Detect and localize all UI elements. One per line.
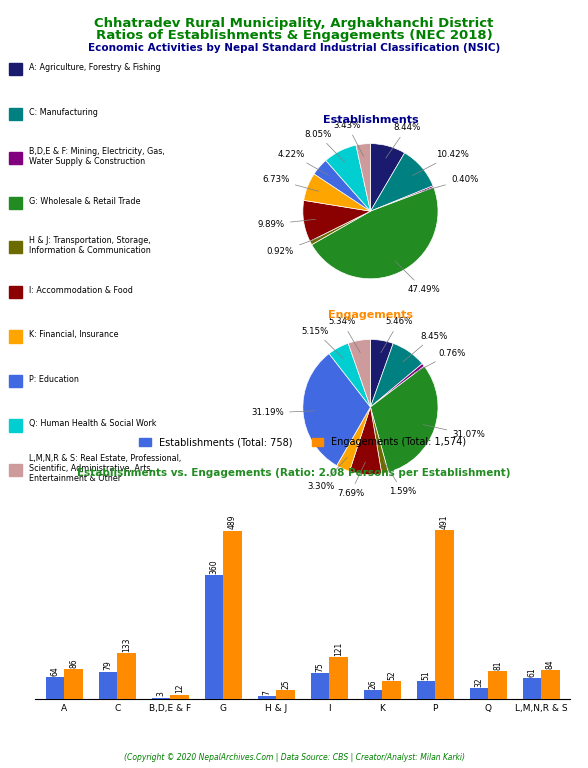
Wedge shape — [370, 343, 422, 407]
Text: 81: 81 — [493, 660, 502, 670]
Text: 360: 360 — [209, 559, 219, 574]
Wedge shape — [337, 407, 370, 472]
Bar — [118, 653, 136, 699]
Wedge shape — [370, 339, 393, 407]
Text: P: Education: P: Education — [29, 375, 79, 384]
Text: 8.05%: 8.05% — [304, 130, 345, 162]
Text: 8.44%: 8.44% — [386, 123, 420, 158]
Text: 133: 133 — [122, 637, 131, 652]
Text: L,M,N,R & S: Real Estate, Professional,
Scientific, Administrative, Arts,
Entert: L,M,N,R & S: Real Estate, Professional, … — [29, 454, 181, 483]
Text: 0.76%: 0.76% — [414, 349, 466, 373]
Bar — [382, 681, 401, 699]
Text: 7: 7 — [263, 690, 272, 695]
Text: 75: 75 — [316, 662, 325, 672]
Text: 7.69%: 7.69% — [337, 462, 365, 498]
Bar — [488, 671, 507, 699]
Text: 0.92%: 0.92% — [267, 237, 321, 257]
Wedge shape — [310, 211, 370, 245]
Wedge shape — [349, 407, 382, 475]
Bar — [435, 530, 454, 699]
Text: 52: 52 — [387, 670, 396, 680]
Bar — [311, 673, 329, 699]
Text: C: Manufacturing: C: Manufacturing — [29, 108, 98, 117]
Text: 489: 489 — [228, 515, 237, 529]
Text: 79: 79 — [103, 660, 113, 670]
Legend: Establishments (Total: 758), Engagements (Total: 1,574): Establishments (Total: 758), Engagements… — [135, 433, 470, 452]
Text: Establishments vs. Engagements (Ratio: 2.08 Persons per Establishment): Establishments vs. Engagements (Ratio: 2… — [77, 468, 511, 478]
Text: 64: 64 — [51, 666, 59, 676]
Wedge shape — [303, 200, 370, 241]
Text: A: Agriculture, Forestry & Fishing: A: Agriculture, Forestry & Fishing — [29, 63, 161, 72]
Bar — [329, 657, 348, 699]
Text: 61: 61 — [527, 667, 536, 677]
Text: I: Accommodation & Food: I: Accommodation & Food — [29, 286, 133, 295]
Text: 5.34%: 5.34% — [329, 317, 360, 353]
Text: 3.30%: 3.30% — [308, 457, 347, 491]
Text: 84: 84 — [546, 659, 555, 669]
Text: 31.19%: 31.19% — [252, 409, 315, 418]
Bar — [364, 690, 382, 699]
Text: Economic Activities by Nepal Standard Industrial Classification (NSIC): Economic Activities by Nepal Standard In… — [88, 43, 500, 53]
Wedge shape — [356, 144, 370, 211]
Text: 5.46%: 5.46% — [381, 317, 413, 353]
Text: 31.07%: 31.07% — [423, 425, 485, 439]
Text: Ratios of Establishments & Engagements (NEC 2018): Ratios of Establishments & Engagements (… — [96, 29, 492, 42]
Text: B,D,E & F: Mining, Electricity, Gas,
Water Supply & Construction: B,D,E & F: Mining, Electricity, Gas, Wat… — [29, 147, 165, 167]
Wedge shape — [370, 153, 433, 211]
Wedge shape — [312, 187, 438, 279]
Text: 6.73%: 6.73% — [262, 175, 319, 191]
Wedge shape — [329, 343, 370, 407]
Text: 51: 51 — [422, 670, 430, 680]
Text: 0.40%: 0.40% — [422, 175, 479, 191]
Text: (Copyright © 2020 NepalArchives.Com | Data Source: CBS | Creator/Analyst: Milan : (Copyright © 2020 NepalArchives.Com | Da… — [123, 753, 465, 762]
Wedge shape — [370, 364, 425, 407]
Text: 25: 25 — [281, 679, 290, 689]
Bar — [99, 672, 118, 699]
Title: Engagements: Engagements — [328, 310, 413, 320]
Wedge shape — [326, 145, 370, 211]
Bar — [417, 681, 435, 699]
Bar — [65, 670, 83, 699]
Bar — [205, 575, 223, 699]
Wedge shape — [303, 353, 370, 465]
Text: 12: 12 — [175, 684, 184, 694]
Text: 5.15%: 5.15% — [302, 326, 343, 359]
Text: 8.45%: 8.45% — [403, 332, 447, 362]
Wedge shape — [304, 174, 370, 211]
Bar — [171, 695, 189, 699]
Text: 4.22%: 4.22% — [278, 150, 328, 175]
Text: 26: 26 — [369, 679, 377, 689]
Wedge shape — [314, 161, 370, 211]
Text: G: Wholesale & Retail Trade: G: Wholesale & Retail Trade — [29, 197, 141, 206]
Wedge shape — [370, 144, 405, 211]
Bar — [470, 688, 488, 699]
Text: 86: 86 — [69, 658, 78, 668]
Text: 491: 491 — [440, 515, 449, 529]
Wedge shape — [370, 186, 434, 211]
Text: 121: 121 — [334, 642, 343, 656]
Bar — [258, 697, 276, 699]
Title: Establishments: Establishments — [323, 114, 418, 124]
Text: 3.43%: 3.43% — [334, 121, 363, 157]
Bar — [523, 678, 541, 699]
Wedge shape — [348, 339, 370, 407]
Bar — [223, 531, 242, 699]
Text: Q: Human Health & Social Work: Q: Human Health & Social Work — [29, 419, 156, 429]
Text: 1.59%: 1.59% — [383, 461, 416, 496]
Text: H & J: Transportation, Storage,
Information & Communication: H & J: Transportation, Storage, Informat… — [29, 236, 151, 256]
Text: K: Financial, Insurance: K: Financial, Insurance — [29, 330, 118, 339]
Wedge shape — [370, 407, 388, 474]
Bar — [46, 677, 65, 699]
Text: 47.49%: 47.49% — [395, 261, 440, 294]
Wedge shape — [370, 366, 438, 472]
Text: 9.89%: 9.89% — [258, 220, 316, 229]
Text: 10.42%: 10.42% — [413, 150, 469, 175]
Text: 32: 32 — [475, 677, 483, 687]
Text: 3: 3 — [156, 692, 166, 697]
Bar — [152, 698, 171, 699]
Bar — [541, 670, 560, 699]
Bar — [276, 690, 295, 699]
Text: Chhatradev Rural Municipality, Arghakhanchi District: Chhatradev Rural Municipality, Arghakhan… — [94, 17, 494, 30]
